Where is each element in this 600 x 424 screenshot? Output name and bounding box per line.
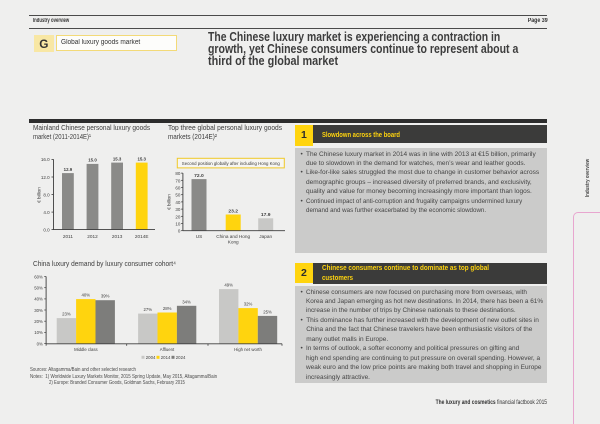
svg-text:€ billion: € billion [37, 187, 42, 203]
svg-text:30: 30 [175, 207, 181, 212]
svg-text:49%: 49% [224, 283, 233, 288]
svg-text:Middle class: Middle class [74, 347, 98, 352]
svg-text:70: 70 [175, 178, 181, 183]
svg-text:0.0: 0.0 [43, 227, 50, 232]
svg-text:40: 40 [175, 200, 181, 205]
svg-text:10%: 10% [34, 330, 43, 335]
svg-text:25%: 25% [263, 309, 272, 314]
svg-text:32%: 32% [244, 302, 253, 307]
svg-text:15.3: 15.3 [137, 156, 146, 161]
svg-text:4.0: 4.0 [43, 210, 50, 215]
svg-text:2014: 2014 [161, 355, 171, 360]
svg-text:Affluent: Affluent [160, 347, 175, 352]
svg-text:Second position globally after: Second position globally after including… [182, 161, 280, 167]
svg-text:60%: 60% [34, 274, 43, 279]
svg-text:12.9: 12.9 [64, 167, 73, 172]
svg-text:0: 0 [178, 229, 181, 234]
svg-text:20: 20 [175, 214, 181, 219]
svg-text:China and Hong: China and Hong [216, 234, 250, 239]
svg-text:2024: 2024 [176, 355, 186, 360]
svg-text:40%: 40% [34, 297, 43, 302]
svg-text:60: 60 [175, 186, 181, 191]
svg-text:23%: 23% [62, 312, 71, 317]
svg-text:2014E: 2014E [135, 234, 149, 239]
svg-text:2004: 2004 [146, 355, 156, 360]
svg-text:Japan: Japan [259, 234, 272, 239]
svg-text:High net worth: High net worth [234, 347, 262, 352]
svg-text:15.0: 15.0 [88, 158, 97, 163]
svg-text:16.0: 16.0 [41, 157, 50, 162]
svg-text:8.0: 8.0 [43, 192, 50, 197]
svg-text:39%: 39% [101, 294, 110, 299]
svg-text:12.0: 12.0 [41, 175, 50, 180]
svg-text:40%: 40% [81, 293, 90, 298]
svg-text:80: 80 [175, 171, 181, 176]
svg-text:Kong: Kong [228, 240, 239, 245]
svg-text:€ billion: € billion [167, 194, 172, 210]
svg-text:28%: 28% [163, 306, 172, 311]
svg-text:72.0: 72.0 [194, 173, 204, 178]
svg-text:23.2: 23.2 [228, 208, 238, 213]
svg-text:27%: 27% [143, 307, 152, 312]
svg-text:US: US [196, 234, 203, 239]
svg-text:2013: 2013 [112, 234, 123, 239]
svg-text:20%: 20% [34, 319, 43, 324]
svg-text:30%: 30% [34, 308, 43, 313]
svg-text:0%: 0% [37, 341, 43, 346]
svg-text:2011: 2011 [63, 234, 73, 239]
svg-text:2012: 2012 [87, 234, 98, 239]
svg-text:50: 50 [175, 193, 181, 198]
svg-text:50%: 50% [34, 286, 43, 291]
svg-text:10: 10 [175, 222, 181, 227]
svg-text:17.9: 17.9 [261, 212, 271, 217]
svg-text:15.3: 15.3 [113, 156, 122, 161]
svg-text:34%: 34% [182, 299, 191, 304]
